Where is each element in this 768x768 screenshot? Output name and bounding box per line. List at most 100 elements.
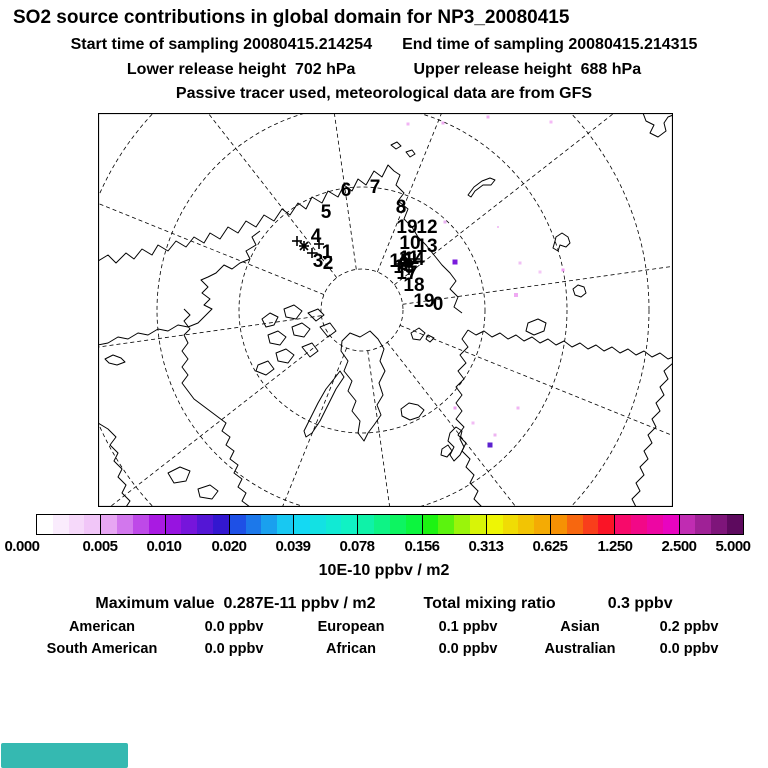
island-svalbard-1 (410, 327, 426, 341)
concentration-pixel (453, 406, 457, 410)
tracer-info-line: Passive tracer used, meteorological data… (0, 85, 768, 103)
colorbar-cell (132, 515, 149, 534)
track-day-label: 15 (389, 251, 411, 272)
sampling-times-line: Start time of sampling 20080415.214254 E… (0, 36, 768, 54)
colorbar-cell (197, 515, 213, 534)
track-day-label: 4 (311, 226, 322, 247)
colorbar-cell (469, 515, 486, 534)
colorbar-cell (357, 515, 375, 534)
colorbar-cell (52, 515, 69, 534)
concentration-pixel (471, 421, 475, 425)
coastline-scandinavia-west (455, 329, 482, 506)
track-day-label: 8 (396, 197, 407, 218)
track-day-label: 17 (396, 263, 417, 284)
colorbar-cell (181, 515, 198, 534)
start-time-text: Start time of sampling 20080415.214254 (70, 36, 373, 53)
colorbar-tick-label: 0.313 (468, 538, 504, 555)
archipelago-4 (267, 330, 287, 346)
colorbar (36, 514, 744, 535)
colorbar-cell (678, 515, 696, 534)
grads-logo-stamp (1, 743, 128, 768)
concentration-pixel (549, 120, 553, 124)
islet-newsiberian-2 (405, 149, 416, 158)
colorbar-cell (228, 515, 246, 534)
track-day-label: 2 (323, 253, 334, 274)
colorbar-tick-label: 0.020 (211, 538, 247, 555)
track-day-label: 1 (322, 242, 333, 263)
coastline-chukotka (99, 230, 261, 346)
colorbar-tick-label: 0.039 (275, 538, 311, 555)
colorbar-cell (212, 515, 229, 534)
mixing-ratio-label: Total mixing ratio (423, 595, 556, 612)
lake-1 (167, 466, 191, 484)
colorbar-cell (695, 515, 712, 534)
colorbar-cell (374, 515, 390, 534)
colorbar-cell (341, 515, 358, 534)
colorbar-cell (502, 515, 519, 534)
coastline-siberia (99, 164, 463, 314)
contribution-region-value: 0.2 ppbv (659, 619, 719, 635)
colorbar-cell (277, 515, 293, 534)
colorbar-cell (631, 515, 647, 534)
concentration-pixel (452, 259, 458, 265)
contribution-region-value: 0.0 ppbv (204, 619, 264, 635)
track-day-label: 16 (393, 257, 414, 278)
archipelago-9 (255, 360, 275, 376)
colorbar-cell (117, 515, 133, 534)
colorbar-tick-label: 0.078 (339, 538, 375, 555)
concentration-pixel (487, 442, 493, 448)
station-cross-markers (292, 236, 420, 275)
coastline-canada-south (99, 423, 131, 506)
end-time-text: End time of sampling 20080415.214315 (402, 36, 698, 53)
track-day-label: 11 (399, 248, 420, 269)
colorbar-tick-label: 0.010 (146, 538, 182, 555)
tracer-text: Passive tracer used, meteorological data… (175, 85, 593, 102)
concentration-pixel (561, 268, 565, 272)
contribution-region-label: African (326, 641, 376, 657)
colorbar-cell (389, 515, 406, 534)
colorbar-tick-labels: 0.000 0.005 0.010 0.020 0.039 0.078 0.156 0.313… (0, 538, 768, 556)
concentration-pixel (443, 220, 447, 224)
island-svalbard-2 (425, 334, 435, 343)
colorbar-cell (325, 515, 342, 534)
colorbar-tick-label: 5.000 (715, 538, 751, 555)
colorbar-cell (582, 515, 599, 534)
track-day-label: 6 (341, 180, 352, 201)
colorbar-tick-label: 0.000 (4, 538, 40, 555)
colorbar-cell (550, 515, 567, 534)
contribution-region-value: 0.0 ppbv (659, 641, 719, 657)
islet-hook (552, 232, 571, 252)
contribution-region-value: 0.0 ppbv (204, 641, 264, 657)
max-value-text: 0.287E-11 ppbv / m2 (223, 595, 376, 612)
colorbar-cell (485, 515, 503, 534)
contribution-region-value: 0.1 ppbv (438, 619, 498, 635)
colorbar-cell (68, 515, 85, 534)
island-novaya-zemlya (467, 177, 496, 198)
contributions-row-1: American 0.0 ppbv European 0.1 ppbv Asian 0.2… (26, 619, 742, 635)
coastlines (99, 114, 672, 506)
island-britain (447, 426, 465, 462)
track-day-label: 9 (399, 254, 410, 275)
coastline-kara (467, 329, 672, 360)
colorbar-cell (662, 515, 679, 534)
colorbar-cell (245, 515, 262, 534)
upper-release-text: Upper release height 688 hPa (413, 61, 642, 78)
track-day-label: 12 (416, 217, 437, 238)
colorbar-cell (261, 515, 278, 534)
colorbar-units: 10E-10 ppbv / m2 (318, 562, 450, 579)
concentration-pixel (406, 122, 410, 126)
graticule-grid (99, 114, 672, 506)
concentration-pixel (518, 261, 522, 265)
concentration-pixel (486, 115, 490, 119)
contribution-region-value: 0.0 ppbv (438, 641, 498, 657)
concentration-pixel (497, 226, 499, 228)
track-day-label: 13 (416, 236, 437, 257)
track-day-label: 3 (313, 251, 324, 272)
concentration-pixels (406, 115, 565, 448)
archipelago-7 (275, 348, 295, 364)
archipelago-2 (283, 304, 303, 320)
contribution-region-label: Australian (544, 641, 616, 657)
islet-mid (525, 318, 547, 336)
colorbar-cell (518, 515, 535, 534)
archipelago-6 (319, 322, 337, 338)
